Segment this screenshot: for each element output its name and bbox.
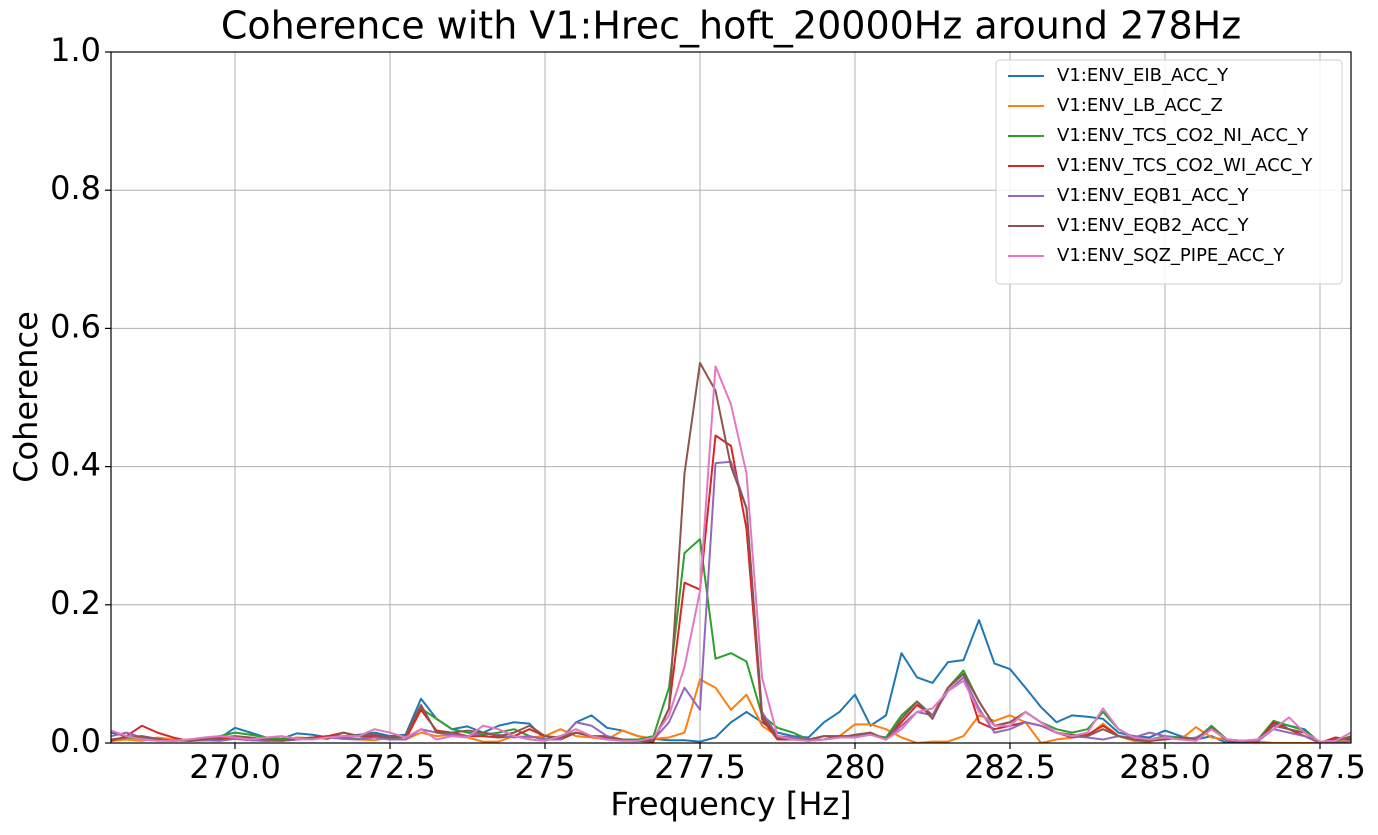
x-tick-label: 280: [824, 748, 885, 786]
x-tick-label: 272.5: [344, 748, 436, 786]
series-line: [111, 365, 1351, 743]
y-tick-label: 0.6: [50, 307, 101, 345]
legend-label: V1:ENV_EQB2_ACC_Y: [1057, 215, 1249, 236]
x-tick-label: 270.0: [189, 748, 281, 786]
legend-label: V1:ENV_EIB_ACC_Y: [1057, 65, 1229, 86]
series-line: [111, 619, 1351, 743]
x-tick-label: 275: [514, 748, 575, 786]
plot-frame: [110, 51, 1352, 744]
x-tick-label: 287.5: [1274, 748, 1366, 786]
y-tick-label: 1.0: [50, 31, 101, 69]
legend-label: V1:ENV_TCS_CO2_NI_ACC_Y: [1057, 125, 1309, 146]
legend-label: V1:ENV_EQB1_ACC_Y: [1057, 185, 1249, 206]
x-tick-label: 277.5: [654, 748, 746, 786]
legend-box: [995, 59, 1343, 285]
x-tick-label: 285.0: [1119, 748, 1211, 786]
y-axis-label: Coherence: [7, 311, 45, 483]
y-tick-label: 0.0: [50, 722, 101, 760]
chart-title: Coherence with V1:Hrec_hoft_20000Hz arou…: [221, 4, 1241, 48]
legend-label: V1:ENV_SQZ_PIPE_ACC_Y: [1057, 245, 1285, 266]
x-tick-label: 282.5: [964, 748, 1056, 786]
y-tick-label: 0.8: [50, 169, 101, 207]
legend-label: V1:ENV_LB_ACC_Z: [1057, 95, 1223, 116]
legend-label: V1:ENV_TCS_CO2_WI_ACC_Y: [1057, 155, 1313, 176]
y-tick-label: 0.4: [50, 446, 101, 484]
x-axis-label: Frequency [Hz]: [610, 785, 851, 823]
legend: V1:ENV_EIB_ACC_Y V1:ENV_LB_ACC_Z V1:ENV_TC…: [995, 59, 1343, 285]
y-tick-label: 0.2: [50, 584, 101, 622]
ticks: 270.0 272.5 275 277.5 280 282.5 285.0 287.5 0.0 0…: [50, 31, 1366, 786]
plot-lines: [111, 361, 1351, 743]
